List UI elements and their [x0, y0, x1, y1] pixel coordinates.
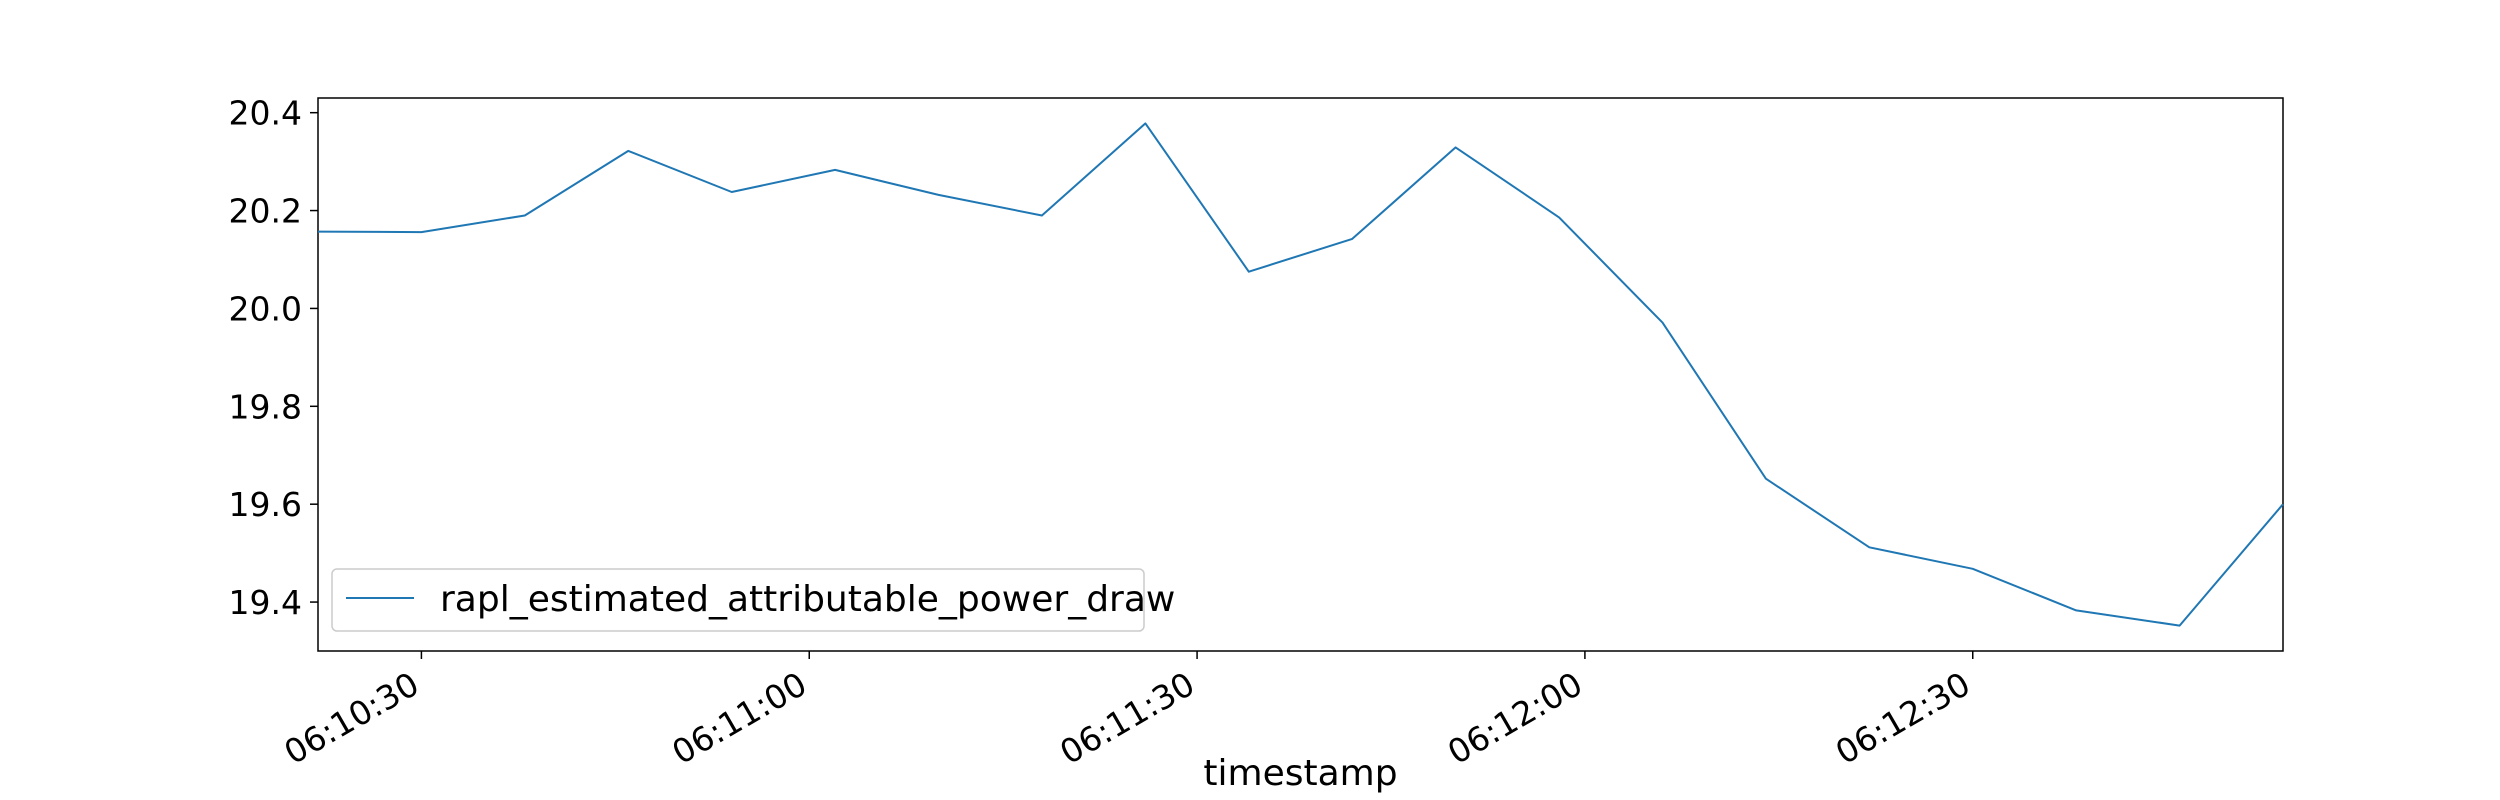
x-tick-label: 06:12:30	[1829, 664, 1977, 772]
x-tick-label: 06:11:30	[1053, 664, 1201, 772]
legend-box	[331, 568, 1145, 632]
x-axis: 06:10:30 06:11:00 06:11:30 06:12:00 06:12:30	[278, 651, 1977, 772]
y-tick-label: 19.6	[229, 485, 302, 524]
plot-area	[317, 97, 2284, 652]
x-tick-label: 06:10:30	[278, 664, 426, 772]
legend-label: rapl_estimated_attributable_power_draw	[440, 579, 1175, 620]
y-tick-label: 20.2	[229, 192, 302, 231]
y-tick-label: 20.4	[229, 94, 302, 133]
x-tick-label: 06:11:00	[665, 664, 813, 772]
series-line	[317, 122, 2284, 627]
y-axis: 19.4 19.6 19.8 20.0 20.2 20.4	[229, 94, 318, 622]
y-tick-label: 19.8	[229, 387, 302, 426]
y-tick-label: 19.4	[229, 583, 302, 622]
series-layer	[317, 122, 2284, 627]
legend: rapl_estimated_attributable_power_draw	[331, 568, 1175, 632]
x-axis-title: timestamp	[1203, 753, 1397, 794]
x-tick-label: 06:12:00	[1441, 664, 1589, 772]
y-tick-label: 20.0	[229, 289, 302, 328]
